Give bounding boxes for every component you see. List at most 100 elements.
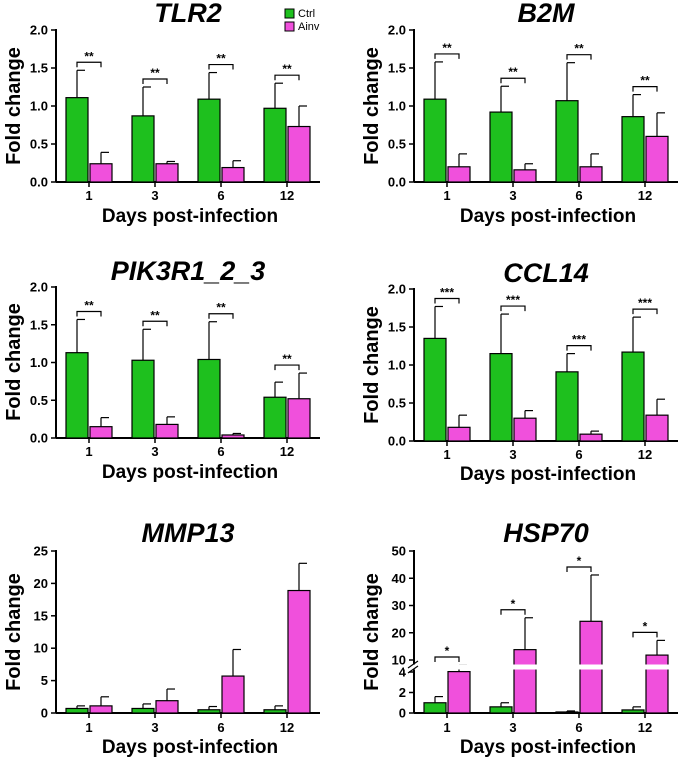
y-tick-label: 1.0 <box>30 355 48 370</box>
significance-label: * <box>511 597 516 611</box>
chart-title: CCL14 <box>503 258 589 288</box>
bar-ctrl <box>423 702 447 714</box>
bar-ainv <box>89 426 113 439</box>
y-tick-label: 1.5 <box>388 320 406 335</box>
bar-ctrl <box>555 371 579 442</box>
x-axis-label: Days post-infection <box>102 462 278 483</box>
significance-bracket <box>632 86 658 92</box>
y-tick-label: 1.0 <box>388 358 406 373</box>
chart-panel-pik3r1_2_3: PIK3R1_2_3 Fold change Days post-infection… <box>3 256 320 483</box>
legend-label: Ainv <box>298 21 320 33</box>
chart-panel-tlr2: TLR2 Fold change Days post-infection 0.0 0.5… <box>3 0 320 227</box>
significance-label: * <box>643 619 648 633</box>
significance-bracket <box>208 313 234 319</box>
y-tick-label: 1.5 <box>30 317 48 332</box>
x-axis-label: Days post-infection <box>460 737 636 758</box>
x-tick-label: 1 <box>443 188 450 203</box>
x-tick-label: 1 <box>443 720 450 735</box>
x-tick-label: 12 <box>280 720 294 735</box>
significance-label: ** <box>508 65 518 79</box>
bar-ainv <box>155 700 179 714</box>
y-tick-label: 5 <box>41 673 48 688</box>
significance-label: *** <box>638 296 652 310</box>
significance-bracket <box>500 609 526 615</box>
bar-ctrl <box>263 107 287 183</box>
y-tick-label: 10 <box>392 653 406 668</box>
y-tick-label: 0.0 <box>30 175 48 190</box>
bar-ainv <box>155 423 179 439</box>
y-tick-label: 0.5 <box>388 137 406 152</box>
y-tick-label: 1.0 <box>30 99 48 114</box>
bar-ainv <box>513 169 537 183</box>
y-tick-label: 0.5 <box>30 393 48 408</box>
significance-label: ** <box>216 301 226 315</box>
bar-ctrl <box>621 709 645 714</box>
bar-ainv <box>287 589 311 714</box>
bar-ainv <box>579 433 603 442</box>
significance-label: * <box>445 644 450 658</box>
bar-ctrl <box>263 709 287 714</box>
significance-label: *** <box>572 333 586 347</box>
axis-break-mark <box>407 660 419 669</box>
x-axis-label: Days post-infection <box>102 737 278 758</box>
significance-bracket <box>76 310 102 317</box>
y-tick-label: 0 <box>41 706 48 721</box>
y-tick-label: 30 <box>392 598 406 613</box>
y-tick-label: 2.0 <box>30 23 48 38</box>
y-tick-label: 4 <box>399 665 407 680</box>
significance-bracket <box>142 78 168 84</box>
x-axis-label: Days post-infection <box>460 464 636 485</box>
y-tick-label: 40 <box>392 571 406 586</box>
x-tick-label: 3 <box>509 720 516 735</box>
significance-bracket <box>434 53 460 59</box>
bar-ctrl <box>197 709 221 714</box>
significance-bracket <box>274 74 300 81</box>
significance-label: *** <box>506 293 520 307</box>
y-axis-label: Fold change <box>3 573 25 691</box>
significance-bracket <box>500 77 526 84</box>
y-axis-label: Fold change <box>361 47 383 165</box>
chart-panel-mmp13: MMP13 Fold change Days post-infection 0 5 10 1… <box>3 518 320 758</box>
legend-swatch-ctrl <box>284 8 295 19</box>
significance-label: ** <box>216 52 226 66</box>
bar-ainv <box>645 135 669 183</box>
x-tick-label: 3 <box>151 188 158 203</box>
x-tick-label: 12 <box>638 188 652 203</box>
y-tick-label: 0.0 <box>388 434 406 449</box>
x-tick-label: 6 <box>217 720 224 735</box>
bar-ainv <box>447 426 471 442</box>
y-tick-label: 1.0 <box>388 99 406 114</box>
bar-ctrl <box>423 337 447 442</box>
significance-label: ** <box>150 308 160 322</box>
significance-bracket <box>434 297 460 304</box>
bar-ctrl <box>263 396 287 439</box>
x-tick-label: 6 <box>575 720 582 735</box>
significance-label: ** <box>442 41 452 55</box>
bar-ctrl <box>65 97 89 183</box>
significance-bracket <box>274 364 300 371</box>
bar-ctrl <box>131 707 155 714</box>
x-tick-label: 12 <box>638 447 652 462</box>
x-axis-label: Days post-infection <box>102 206 278 227</box>
significance-bracket <box>142 320 168 327</box>
significance-bracket <box>208 63 234 70</box>
bar-ctrl <box>423 98 447 183</box>
bar-ainv <box>645 654 669 714</box>
y-tick-label: 2.0 <box>388 23 406 38</box>
x-tick-label: 6 <box>217 444 224 459</box>
x-tick-label: 1 <box>443 447 450 462</box>
legend-swatch-ainv <box>284 21 295 32</box>
significance-label: ** <box>282 352 292 366</box>
x-tick-label: 1 <box>85 720 92 735</box>
y-tick-label: 2.0 <box>30 280 48 295</box>
bar-ctrl <box>489 353 513 442</box>
y-tick-label: 10 <box>34 641 48 656</box>
significance-bracket <box>434 656 460 662</box>
significance-label: ** <box>574 42 584 56</box>
significance-label: ** <box>150 66 160 80</box>
y-tick-label: 50 <box>392 544 406 559</box>
bar-ctrl <box>197 358 221 439</box>
bar-ctrl <box>555 100 579 183</box>
significance-label: ** <box>84 298 94 312</box>
